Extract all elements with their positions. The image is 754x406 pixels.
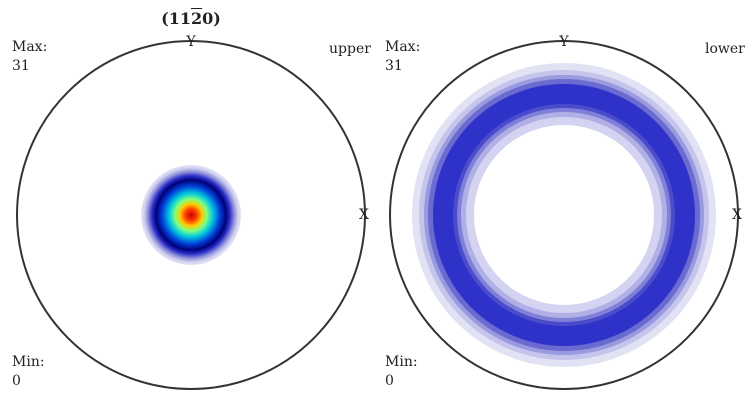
left-min-label: Min: [12, 354, 45, 370]
right-max-value: 31 [385, 58, 403, 74]
right-ring-inner [474, 125, 654, 305]
left-min-value: 0 [12, 373, 21, 389]
right-max-label: Max: [385, 39, 421, 55]
left-pole-circle [16, 40, 366, 390]
right-y-axis-label: Y [558, 34, 569, 50]
right-min-label: Min: [385, 354, 418, 370]
left-pole-figure: Y X [16, 34, 369, 390]
right-pole-circle [389, 40, 739, 390]
left-central-peak [141, 165, 241, 265]
right-hemisphere-label: lower [705, 41, 745, 57]
left-max-label: Max: [12, 39, 48, 55]
right-pole-figure: Y X [389, 34, 742, 390]
pole-figure-title: (1120) [161, 9, 221, 28]
left-x-axis-label: X [359, 207, 369, 223]
left-max-value: 31 [12, 58, 30, 74]
right-x-axis-label: X [732, 207, 742, 223]
left-y-axis-label: Y [185, 34, 196, 50]
left-hemisphere-label: upper [329, 41, 371, 57]
right-min-value: 0 [385, 373, 394, 389]
